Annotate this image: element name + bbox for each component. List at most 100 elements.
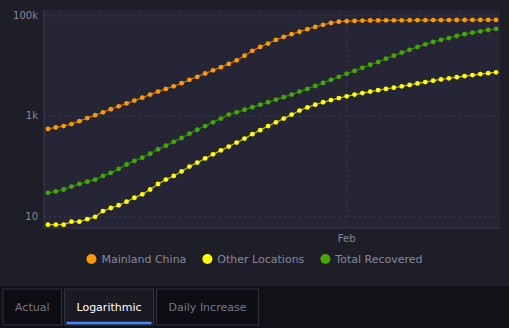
- data-point: [384, 56, 389, 61]
- data-point: [305, 87, 310, 92]
- data-point: [391, 53, 396, 58]
- data-point: [148, 187, 153, 192]
- data-point: [478, 18, 483, 23]
- data-point: [69, 184, 74, 189]
- data-point: [116, 104, 121, 109]
- data-point: [116, 166, 121, 171]
- data-point: [423, 42, 428, 47]
- data-point: [431, 18, 436, 23]
- x-axis-line: [44, 228, 500, 229]
- data-point: [140, 95, 145, 100]
- data-point: [61, 124, 66, 129]
- data-point: [470, 30, 475, 35]
- data-point: [124, 162, 129, 167]
- data-point: [195, 74, 200, 79]
- data-point: [250, 48, 255, 53]
- data-point: [344, 71, 349, 76]
- tab-underline: [66, 322, 151, 325]
- data-point: [46, 127, 51, 132]
- data-point: [415, 18, 420, 23]
- data-point: [321, 81, 326, 86]
- tab[interactable]: Daily Increase: [157, 289, 259, 325]
- tab-label[interactable]: Actual: [15, 301, 49, 314]
- data-point: [69, 122, 74, 127]
- series-line: [48, 29, 496, 193]
- tab-box[interactable]: [64, 289, 153, 325]
- data-point: [140, 192, 145, 197]
- data-point: [108, 206, 113, 211]
- data-point: [46, 190, 51, 195]
- data-point: [446, 18, 451, 23]
- data-point: [93, 113, 98, 118]
- data-point: [352, 92, 357, 97]
- data-point: [266, 41, 271, 46]
- data-point: [163, 177, 168, 182]
- legend-label: Mainland China: [101, 253, 186, 266]
- data-point: [321, 22, 326, 27]
- data-point: [407, 18, 412, 23]
- data-point: [376, 60, 381, 65]
- tab[interactable]: Logarithmic: [64, 289, 153, 325]
- data-point: [423, 18, 428, 23]
- data-point: [344, 19, 349, 24]
- data-point: [274, 97, 279, 102]
- data-point: [187, 131, 192, 136]
- data-point: [407, 47, 412, 52]
- data-point: [439, 77, 444, 82]
- data-point: [281, 95, 286, 100]
- data-point: [281, 116, 286, 121]
- data-point: [171, 174, 176, 179]
- tab[interactable]: Actual: [3, 289, 61, 325]
- data-point: [446, 36, 451, 41]
- data-point: [462, 18, 467, 23]
- data-point: [384, 18, 389, 23]
- data-point: [211, 68, 216, 73]
- data-point: [250, 132, 255, 137]
- y-axis-line: [44, 10, 45, 228]
- legend-label: Other Locations: [217, 253, 304, 266]
- tab-box[interactable]: [157, 289, 259, 325]
- data-point: [108, 170, 113, 175]
- data-point: [46, 222, 51, 227]
- tick-label: 10: [25, 211, 38, 222]
- data-point: [187, 77, 192, 82]
- data-point: [313, 84, 318, 89]
- data-point: [171, 139, 176, 144]
- data-point: [368, 89, 373, 94]
- data-point: [486, 28, 491, 33]
- data-point: [266, 124, 271, 129]
- data-point: [132, 158, 137, 163]
- tab-box[interactable]: [3, 289, 61, 325]
- data-point: [108, 107, 113, 112]
- data-point: [391, 18, 396, 23]
- plot-marks: [46, 17, 499, 227]
- data-point: [101, 209, 106, 214]
- data-point: [470, 18, 475, 23]
- data-point: [218, 116, 223, 121]
- data-point: [132, 195, 137, 200]
- data-point: [454, 75, 459, 80]
- data-point: [462, 32, 467, 37]
- data-point: [242, 107, 247, 112]
- data-point: [266, 100, 271, 105]
- data-point: [124, 199, 129, 204]
- data-point: [61, 187, 66, 192]
- data-point: [171, 84, 176, 89]
- plot-area: [44, 10, 500, 228]
- data-point: [297, 89, 302, 94]
- data-point: [218, 148, 223, 153]
- data-point: [234, 58, 239, 63]
- legend-label: Total Recovered: [334, 253, 422, 266]
- data-point: [101, 174, 106, 179]
- tab-label[interactable]: Logarithmic: [76, 301, 141, 314]
- data-point: [53, 222, 58, 227]
- data-point: [53, 125, 58, 130]
- data-point: [321, 100, 326, 105]
- tab-label[interactable]: Daily Increase: [169, 301, 247, 314]
- data-point: [156, 89, 161, 94]
- data-point: [399, 84, 404, 89]
- data-point: [454, 34, 459, 39]
- data-point: [234, 140, 239, 145]
- data-point: [336, 96, 341, 101]
- data-point: [85, 179, 90, 184]
